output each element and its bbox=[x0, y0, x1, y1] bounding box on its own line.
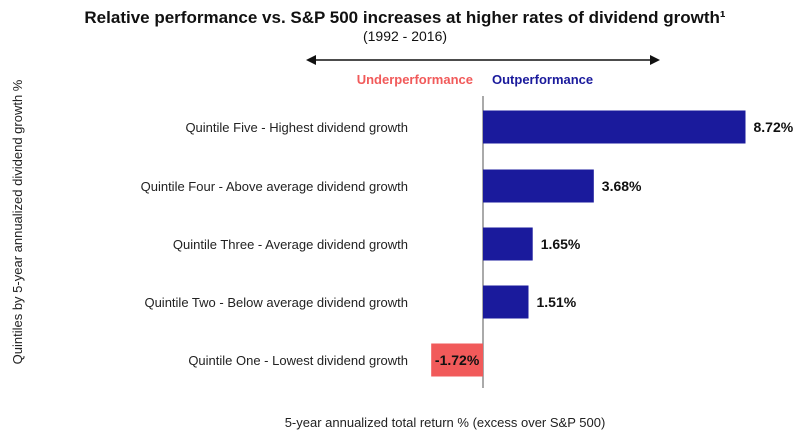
direction-arrow bbox=[306, 55, 660, 65]
underperformance-label: Underperformance bbox=[357, 72, 473, 87]
value-label: 3.68% bbox=[602, 178, 642, 194]
value-label: 8.72% bbox=[754, 119, 794, 135]
bar-quintile-5 bbox=[483, 110, 746, 144]
category-label: Quintile Three - Average dividend growth bbox=[173, 237, 408, 252]
category-label: Quintile Five - Highest dividend growth bbox=[185, 120, 408, 135]
value-label: -1.72% bbox=[435, 352, 480, 368]
category-label: Quintile Four - Above average dividend g… bbox=[141, 179, 408, 194]
bar-quintile-3 bbox=[483, 227, 533, 261]
direction-arrow-right-head bbox=[650, 55, 660, 65]
y-axis-title: Quintiles by 5-year annualized dividend … bbox=[10, 79, 25, 364]
bars-group bbox=[431, 110, 746, 377]
chart-title: Relative performance vs. S&P 500 increas… bbox=[84, 8, 726, 27]
x-axis-title: 5-year annualized total return % (excess… bbox=[285, 415, 606, 430]
category-label: Quintile One - Lowest dividend growth bbox=[188, 353, 408, 368]
chart-subtitle: (1992 - 2016) bbox=[363, 28, 447, 44]
bar-quintile-4 bbox=[483, 169, 594, 203]
outperformance-label: Outperformance bbox=[492, 72, 593, 87]
direction-arrow-left-head bbox=[306, 55, 316, 65]
value-label: 1.65% bbox=[541, 236, 581, 252]
category-label: Quintile Two - Below average dividend gr… bbox=[144, 295, 408, 310]
value-labels-group: 8.72% 3.68% 1.65% 1.51% -1.72% bbox=[435, 119, 794, 368]
bar-quintile-1 bbox=[431, 343, 483, 377]
category-labels-group: Quintile Five - Highest dividend growth Q… bbox=[141, 120, 408, 368]
bar-quintile-2 bbox=[483, 285, 529, 319]
value-label: 1.51% bbox=[537, 294, 577, 310]
